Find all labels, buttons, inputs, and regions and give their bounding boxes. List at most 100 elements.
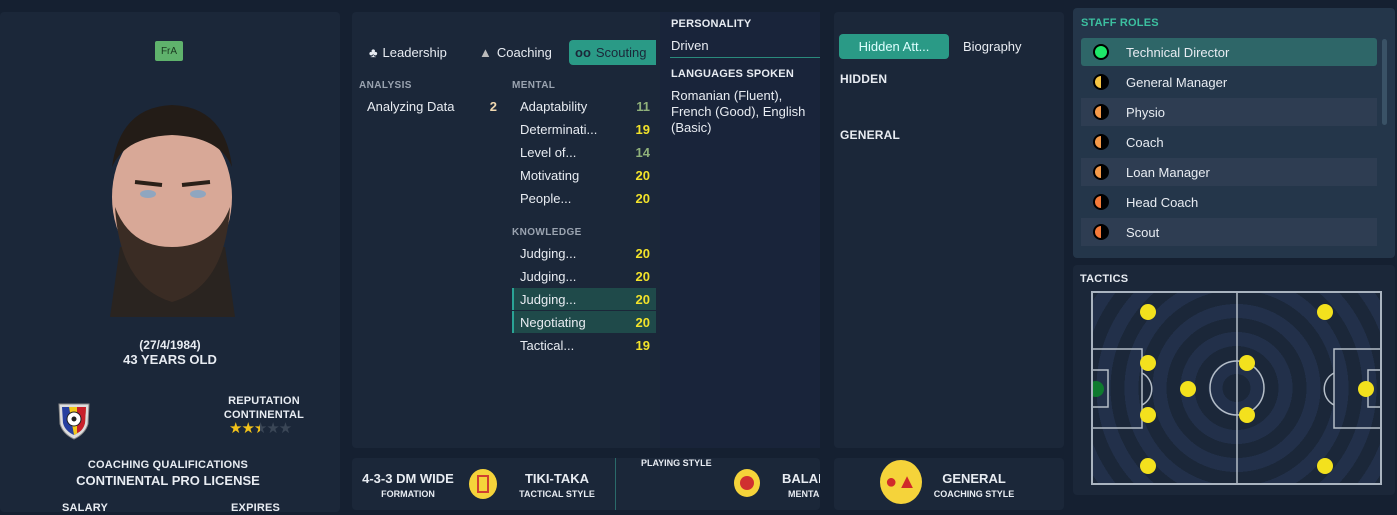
languages-heading: LANGUAGES SPOKEN [671,68,794,80]
staff-face-portrait [110,105,235,317]
playing-style-label: PLAYING STYLE [641,458,712,468]
nation-crest-icon [58,403,90,440]
tab-coaching[interactable]: ▲ Coaching [479,45,552,60]
suitability-indicator-icon [1093,194,1109,210]
attribute-name: Negotiating [520,314,586,330]
player-marker[interactable] [1140,304,1156,320]
player-marker[interactable] [1239,407,1255,423]
attribute-row[interactable]: Tactical... 19 [512,334,656,356]
staff-role-label: Coach [1126,134,1164,150]
hidden-heading: HIDDEN [840,72,888,86]
age: 43 YEARS OLD [123,352,217,367]
attribute-row[interactable]: Analyzing Data 2 [367,98,497,114]
goalkeeper-marker[interactable] [1093,381,1104,397]
staff-role-item[interactable]: Coach [1081,128,1377,156]
tactical-style-label: TACTICAL STYLE [519,489,595,499]
attribute-row[interactable]: Level of... 14 [512,141,656,163]
staff-role-item[interactable]: Loan Manager [1081,158,1377,186]
player-marker[interactable] [1140,407,1156,423]
attribute-row[interactable]: Determinati... 19 [512,118,656,140]
staff-role-label: General Manager [1126,74,1228,90]
attribute-row[interactable]: Adaptability 11 [512,95,656,117]
attribute-value: 20 [635,190,650,206]
attribute-row[interactable]: Judging... 20 [512,288,656,310]
knowledge-heading: KNOWLEDGE [512,227,582,238]
formation-pitch-icon [469,469,497,499]
mentality-label: MENTA [788,489,820,499]
player-marker[interactable] [1180,381,1196,397]
suitability-indicator-icon [1093,104,1109,120]
personality-value: Driven [671,38,709,53]
tactics-pitch [1091,291,1382,485]
staff-role-item[interactable]: Scout [1081,218,1377,246]
formation-value: 4-3-3 DM WIDE [362,471,454,486]
suitability-indicator-icon [1093,224,1109,240]
qualifications-value: CONTINENTAL PRO LICENSE [76,473,260,488]
player-marker[interactable] [1317,458,1333,474]
mentality-ball-icon [734,469,760,497]
staff-role-item[interactable]: Technical Director [1081,38,1377,66]
staff-role-label: Head Coach [1126,194,1199,210]
reputation-label: REPUTATION [228,395,300,407]
tab-scouting[interactable]: oo Scouting [569,40,656,65]
reputation-value: CONTINENTAL [223,409,305,421]
player-marker[interactable] [1140,355,1156,371]
attribute-name: Judging... [520,245,577,261]
player-marker[interactable] [1239,355,1255,371]
attribute-value: 20 [635,167,650,183]
star-full-icon: ★★ [229,420,255,437]
languages-value: Romanian (Fluent), French (Good), Englis… [671,88,806,135]
attribute-row[interactable]: People... 20 [512,187,656,209]
staff-roles-heading: STAFF ROLES [1081,17,1159,29]
attribute-row[interactable]: Judging... 20 [512,242,656,264]
personality-section: PERSONALITY Driven LANGUAGES SPOKEN Roma… [660,12,820,448]
personality-heading: PERSONALITY [671,18,752,30]
player-marker[interactable] [1140,458,1156,474]
tab-leadership[interactable]: ♣ Leadership [369,45,447,60]
player-marker[interactable] [1317,304,1333,320]
tab-hidden-attributes[interactable]: Hidden Att... [839,34,949,59]
attribute-name: Adaptability [520,98,588,114]
attribute-row[interactable]: Negotiating 20 [512,311,656,333]
general-heading: GENERAL [840,128,901,142]
tactical-style-value: TIKI-TAKA [524,471,590,486]
coaching-icon: ▲ [479,45,492,60]
coaching-style-panel: ●▲ GENERAL COACHING STYLE [834,458,1064,510]
attribute-row[interactable]: Judging... 20 [512,265,656,287]
suitability-indicator-icon [1093,134,1109,150]
suitability-indicator-icon [1093,164,1109,180]
staff-role-item[interactable]: Head Coach [1081,188,1377,216]
staff-role-label: Physio [1126,104,1166,120]
attribute-value: 14 [635,144,650,160]
pitch-markings [1093,293,1380,483]
tactics-heading: TACTICS [1080,273,1129,285]
date-of-birth: (27/4/1984) [139,338,201,352]
attribute-value: 11 [636,98,650,114]
binoculars-icon: oo [575,45,591,60]
player-marker[interactable] [1358,381,1374,397]
staff-role-label: Loan Manager [1126,164,1210,180]
attribute-name: People... [520,190,572,206]
coaching-style-icon: ●▲ [880,460,922,504]
mentality-value: BALAN [782,471,820,486]
divider [670,57,820,58]
staff-role-label: Scout [1126,224,1160,240]
expires-label: EXPIRES [231,502,281,514]
attribute-row[interactable]: Motivating 20 [512,164,656,186]
attribute-value: 20 [635,245,650,261]
attribute-name: Determinati... [520,121,598,137]
attribute-name: Tactical... [520,337,575,353]
styles-panel: 4-3-3 DM WIDE FORMATION TIKI-TAKA TACTIC… [352,458,820,510]
staff-role-item[interactable]: General Manager [1081,68,1377,96]
leadership-icon: ♣ [369,45,378,60]
suitability-indicator-icon [1093,74,1109,90]
reputation-stars: ★★★★★ [229,419,292,437]
divider [615,458,616,510]
tab-biography[interactable]: Biography [963,39,1022,54]
star-half-icon: ★ [253,420,267,437]
attribute-value: 19 [635,121,650,137]
staff-role-item[interactable]: Physio [1081,98,1377,126]
analysis-heading: ANALYSIS [359,80,412,91]
attribute-name: Level of... [520,144,577,160]
scrollbar[interactable] [1382,39,1387,125]
